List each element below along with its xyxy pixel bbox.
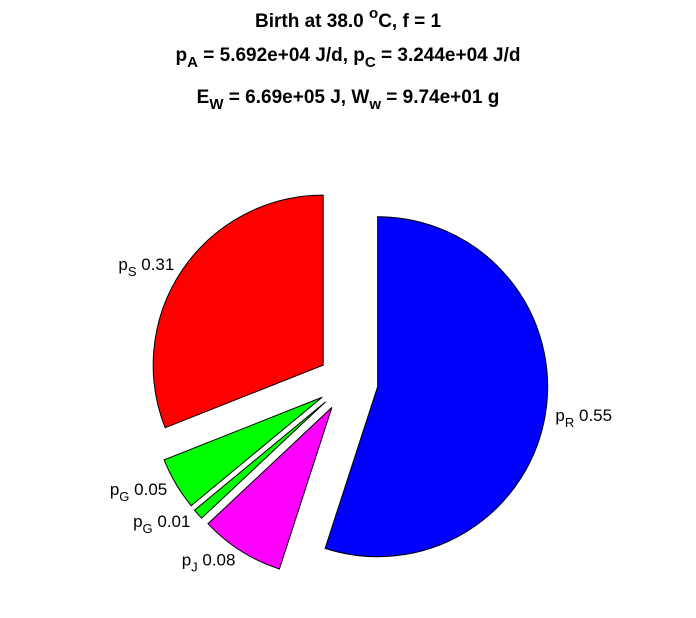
title-text-temp-f: C, f = 1 xyxy=(378,11,442,32)
degree-symbol: o xyxy=(369,5,379,22)
pA-value: = 5.692e+04 J/d, xyxy=(197,45,354,66)
chart-title-line-1: Birth at 38.0 oC, f = 1 xyxy=(0,6,696,32)
EW-value: = 6.69e+05 J, xyxy=(223,87,352,108)
EW-symbol: E xyxy=(196,87,210,108)
pie-label-g-2: pG 0.01 xyxy=(133,512,190,536)
pie-label-s-4: pS 0.31 xyxy=(118,255,174,279)
pie-slice-g-3 xyxy=(163,396,323,507)
chart-title-line-3: EW = 6.69e+05 J, Ww = 9.74e+01 g xyxy=(0,87,696,112)
chart-title-line-2: pA = 5.692e+04 J/d, pC = 3.244e+04 J/d xyxy=(0,45,696,70)
pC-symbol: p xyxy=(353,45,365,66)
pie-label-r-0: pR 0.55 xyxy=(555,406,612,430)
pie-slice-j-1 xyxy=(207,406,333,570)
pie-slice-r-0 xyxy=(324,216,549,558)
pA-symbol: p xyxy=(175,45,188,66)
pie-label-j-1: pJ 0.08 xyxy=(182,550,236,574)
pie-label-g-3: pG 0.05 xyxy=(110,480,167,504)
pie-slice-g-2 xyxy=(193,401,326,519)
pC-value: = 3.244e+04 J/d xyxy=(375,45,521,66)
Ww-value: = 9.74e+01 g xyxy=(380,87,500,108)
pie-slice-s-4 xyxy=(152,194,324,429)
Ww-symbol: W xyxy=(351,87,370,108)
Ww-subscript: w xyxy=(369,96,381,113)
pC-subscript: C xyxy=(364,54,376,71)
title-text-birth: Birth at 38.0 xyxy=(254,11,370,32)
EW-subscript: W xyxy=(209,96,224,113)
pA-subscript: A xyxy=(187,54,198,71)
